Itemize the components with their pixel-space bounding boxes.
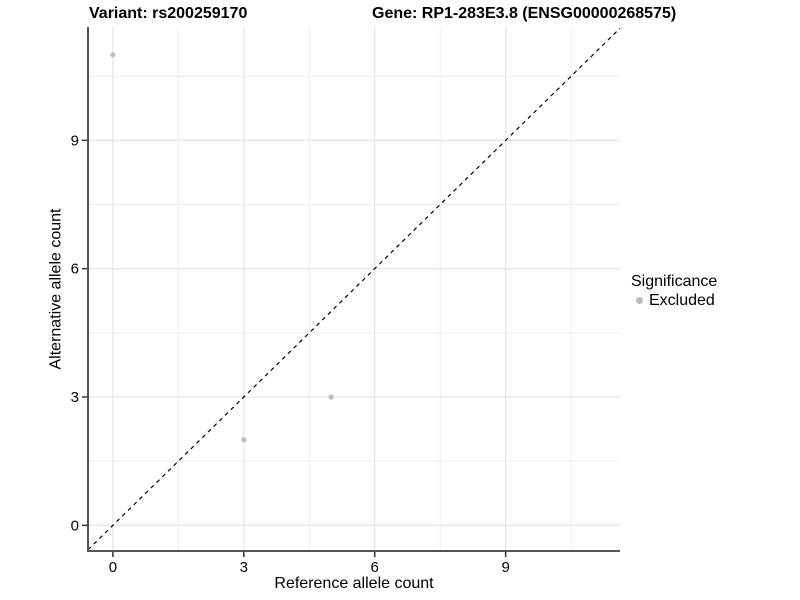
legend-item-excluded: Excluded xyxy=(631,291,717,310)
x-tick-label: 3 xyxy=(240,559,248,576)
x-tick-label: 0 xyxy=(109,559,117,576)
plot-title-variant: Variant: rs200259170 xyxy=(89,5,248,22)
data-point xyxy=(241,437,247,443)
legend-title: Significance xyxy=(631,273,718,290)
plot-title-gene: Gene: RP1-283E3.8 (ENSG00000268575) xyxy=(372,5,677,22)
y-tick-label: 0 xyxy=(71,517,79,534)
legend-item-label: Excluded xyxy=(649,292,715,309)
x-tick-label: 9 xyxy=(501,559,509,576)
x-tick-label: 6 xyxy=(371,559,379,576)
x-axis-title: Reference allele count xyxy=(274,575,434,592)
circle-marker-icon xyxy=(636,297,643,304)
identity-reference-line xyxy=(87,27,621,551)
y-tick-label: 6 xyxy=(71,261,79,278)
data-point xyxy=(110,52,116,58)
data-point xyxy=(328,394,334,400)
y-axis-title: Alternative allele count xyxy=(47,208,65,370)
y-tick-label: 9 xyxy=(71,132,79,149)
y-tick-label: 3 xyxy=(71,389,79,406)
legend: Significance Excluded xyxy=(631,272,717,310)
